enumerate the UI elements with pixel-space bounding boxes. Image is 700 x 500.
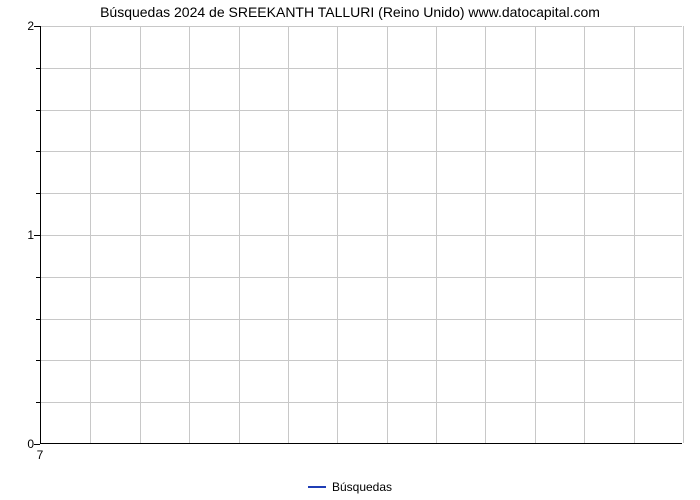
y-tick-label: 1 (14, 228, 34, 242)
horizontal-gridline-minor (41, 110, 682, 111)
horizontal-gridline-minor (41, 193, 682, 194)
y-minor-tick (36, 193, 40, 194)
vertical-gridline (683, 26, 684, 443)
legend-label: Búsquedas (332, 480, 392, 494)
horizontal-gridline-major (41, 26, 682, 27)
x-tick-label: 7 (30, 448, 50, 462)
horizontal-gridline-minor (41, 402, 682, 403)
y-tick-label: 2 (14, 19, 34, 33)
y-major-tick (34, 26, 40, 27)
horizontal-gridline-minor (41, 151, 682, 152)
y-major-tick (34, 235, 40, 236)
horizontal-gridline-minor (41, 277, 682, 278)
chart-title: Búsquedas 2024 de SREEKANTH TALLURI (Rei… (0, 4, 700, 20)
legend: Búsquedas (0, 480, 700, 494)
y-minor-tick (36, 68, 40, 69)
horizontal-gridline-minor (41, 68, 682, 69)
y-minor-tick (36, 151, 40, 152)
legend-line-icon (308, 486, 326, 488)
horizontal-gridline-major (41, 235, 682, 236)
y-minor-tick (36, 110, 40, 111)
y-minor-tick (36, 319, 40, 320)
horizontal-gridline-minor (41, 360, 682, 361)
y-minor-tick (36, 402, 40, 403)
plot-area (40, 26, 682, 444)
y-minor-tick (36, 360, 40, 361)
y-minor-tick (36, 277, 40, 278)
horizontal-gridline-minor (41, 319, 682, 320)
chart-container: Búsquedas 2024 de SREEKANTH TALLURI (Rei… (0, 0, 700, 500)
y-major-tick (34, 444, 40, 445)
